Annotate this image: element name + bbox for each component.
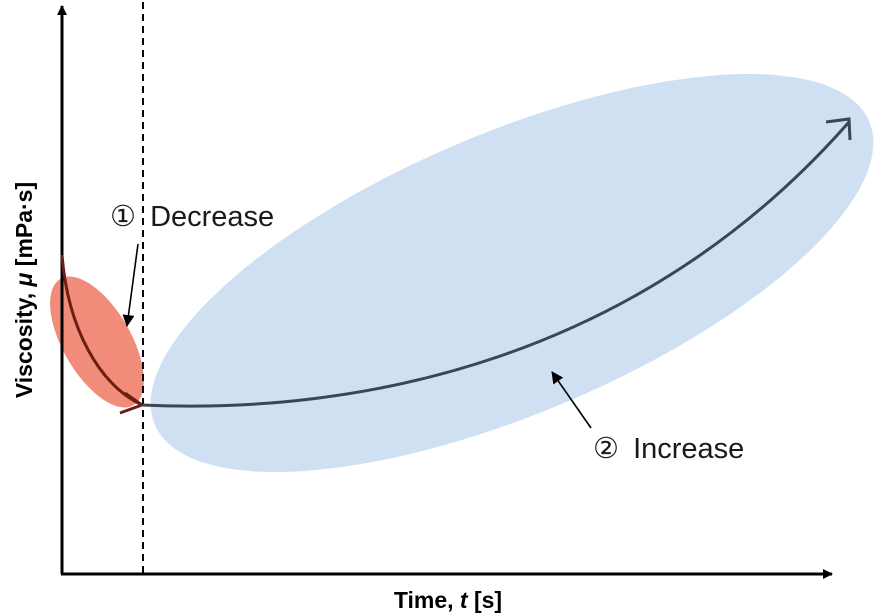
decrease-label: Decrease (150, 201, 274, 233)
decrease-number: ① (110, 201, 136, 233)
increase-curve (141, 121, 851, 408)
x-axis-label-symbol: t (460, 587, 469, 613)
x-axis-label: Time, t [s] (394, 587, 502, 613)
y-axis-label-prefix: Viscosity, (11, 286, 37, 398)
y-axis-label-unit: [mPa·s] (11, 182, 37, 266)
increase-region (150, 74, 874, 472)
increase-annotation: ② Increase (593, 433, 744, 465)
decrease-region (50, 276, 144, 408)
increase-pointer-arrow (551, 371, 592, 429)
x-axis-label-unit: [s] (474, 587, 502, 613)
decrease-pointer-arrow (122, 243, 139, 327)
y-axis-label: Viscosity, μ [mPa·s] (11, 182, 37, 398)
increase-number: ② (593, 433, 619, 465)
y-axis-label-symbol: μ (11, 272, 37, 287)
increase-curve-arrowhead (825, 117, 852, 141)
decrease-annotation: ① Decrease (110, 201, 274, 233)
increase-label: Increase (633, 433, 744, 465)
x-axis-label-prefix: Time, (394, 587, 460, 613)
